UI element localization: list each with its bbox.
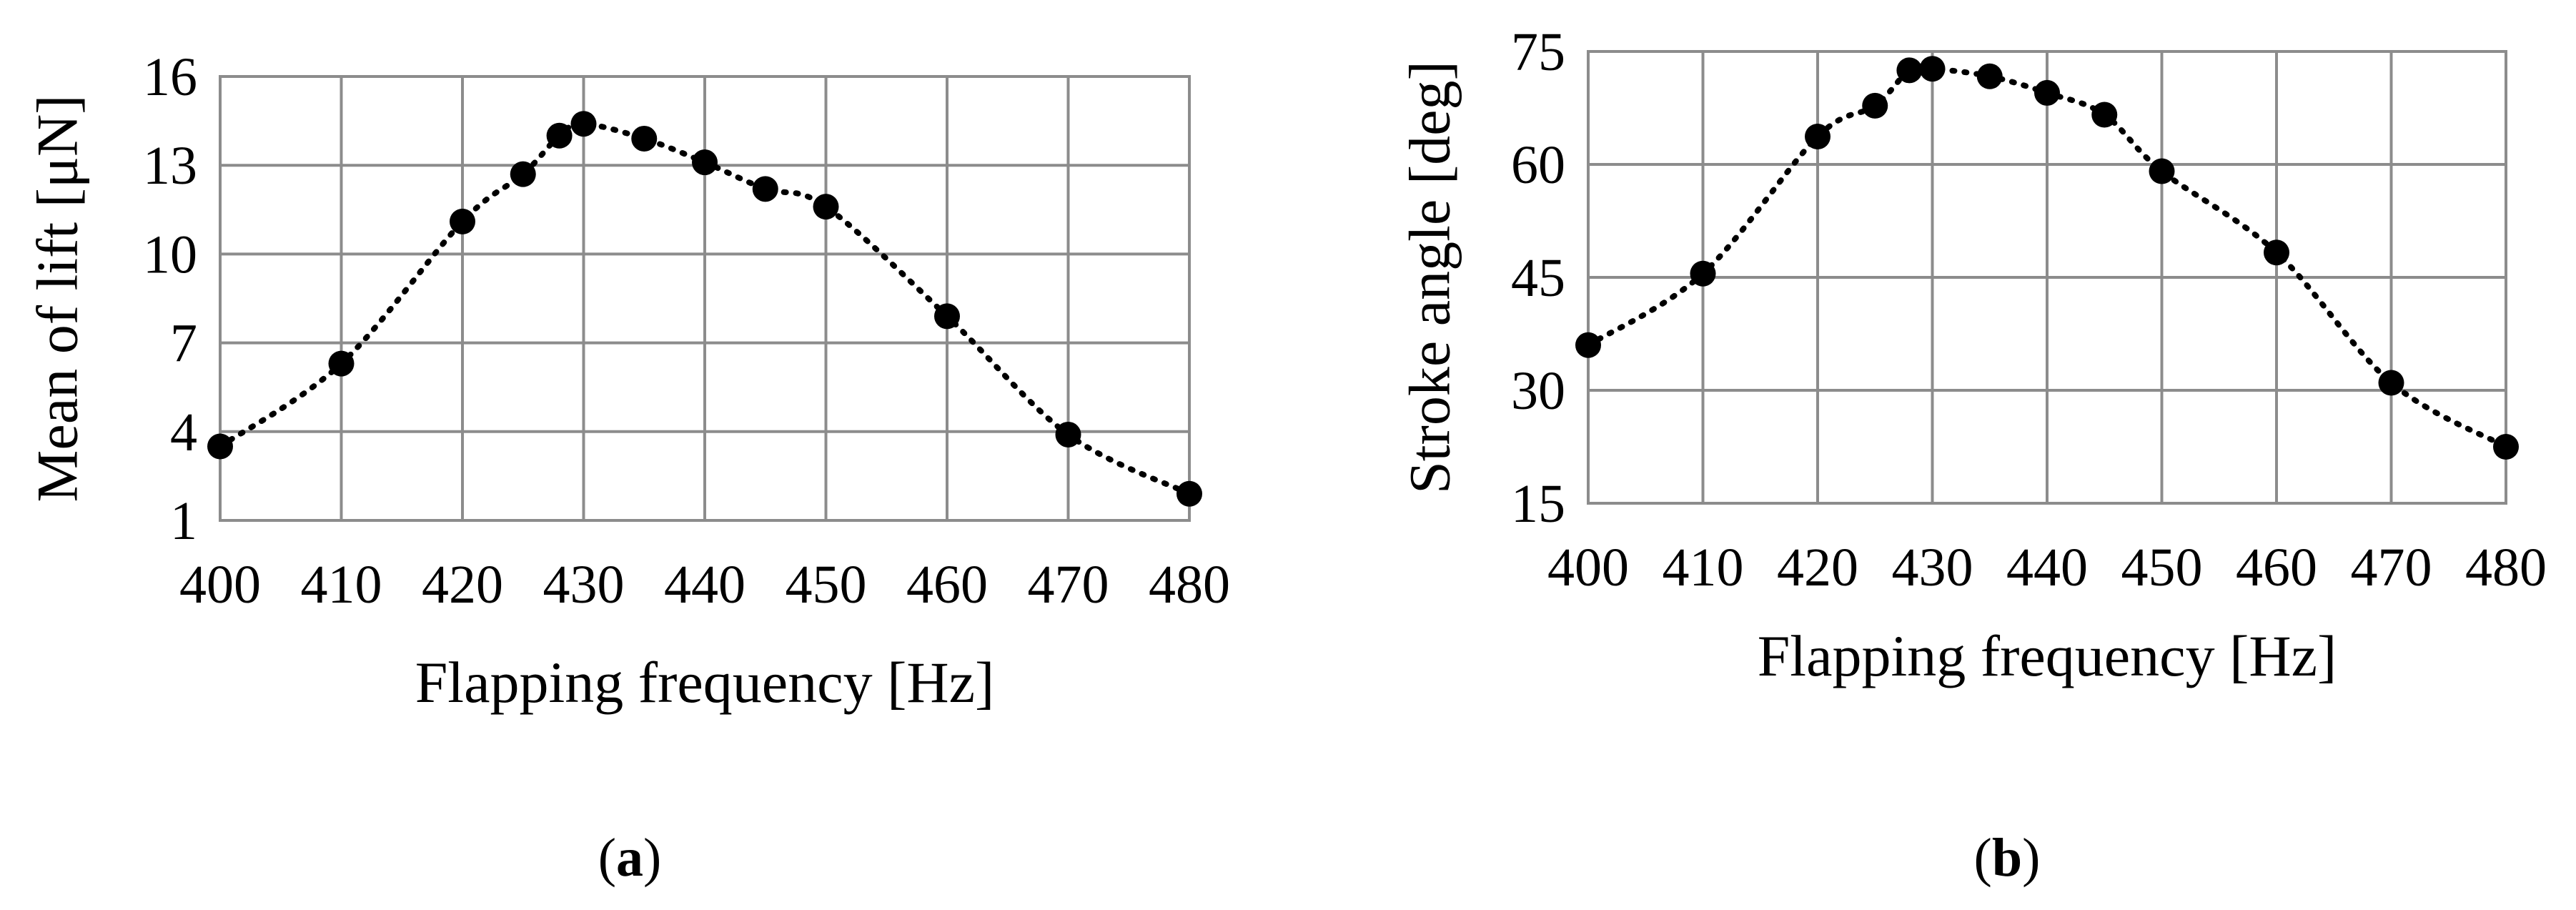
chart-b-data-point-2 bbox=[1805, 124, 1831, 150]
chart-b-data-point-0 bbox=[1575, 332, 1601, 358]
chart-a-x-tick-label: 480 bbox=[1149, 555, 1230, 615]
chart-b-y-tick-label: 75 bbox=[1511, 22, 1565, 82]
chart-a-data-point-6 bbox=[631, 125, 658, 152]
chart-b-data-point-1 bbox=[1690, 260, 1716, 287]
chart-a-data-point-8 bbox=[752, 176, 778, 202]
chart-b-data-point-10 bbox=[2264, 239, 2289, 266]
chart-a-data-point-10 bbox=[934, 303, 960, 330]
chart-a-x-tick-label: 460 bbox=[906, 555, 988, 615]
chart-a-x-tick-label: 450 bbox=[786, 555, 867, 615]
chart-a-plot-area bbox=[219, 75, 1191, 522]
chart-a-data-point-3 bbox=[510, 161, 536, 187]
chart-b-data-point-3 bbox=[1862, 92, 1888, 119]
chart-a-y-tick-label: 16 bbox=[143, 47, 197, 107]
chart-a-data-point-1 bbox=[328, 350, 355, 377]
chart-a-x-tick-label: 430 bbox=[543, 555, 625, 615]
chart-b-data-point-11 bbox=[2378, 370, 2404, 396]
chart-b-data-point-6 bbox=[1976, 63, 2003, 89]
chart-a-data-point-11 bbox=[1055, 421, 1081, 447]
chart-a-x-tick-label: 440 bbox=[664, 555, 745, 615]
chart-b-y-tick-label: 30 bbox=[1511, 361, 1565, 421]
chart-b-plot-area bbox=[1587, 50, 2507, 505]
chart-b-x-tick-label: 470 bbox=[2351, 538, 2432, 598]
chart-b-x-tick-label: 480 bbox=[2465, 538, 2547, 598]
chart-a-data-point-2 bbox=[450, 208, 475, 234]
chart-b-x-axis-title: Flapping frequency [Hz] bbox=[1758, 623, 2337, 688]
chart-b-data-point-8 bbox=[2091, 102, 2118, 128]
chart-a-y-axis-title: Mean of lift [μN] bbox=[25, 95, 90, 503]
chart-b-data-point-12 bbox=[2493, 434, 2519, 460]
chart-a: 400 410 420 430 440 450 460 470 480 1 4 7 10 13 16 Flap… bbox=[25, 47, 1231, 888]
chart-b-x-tick-label: 460 bbox=[2236, 538, 2317, 598]
chart-b-caption-letter: b bbox=[1992, 828, 2022, 888]
chart-b-x-tick-label: 410 bbox=[1663, 538, 1744, 598]
chart-b-x-tick-label: 430 bbox=[1892, 538, 1973, 598]
chart-b-data-point-4 bbox=[1896, 57, 1923, 84]
chart-a-caption: (a) bbox=[598, 828, 662, 888]
chart-a-data-point-4 bbox=[546, 122, 573, 149]
chart-a-x-tick-label: 410 bbox=[301, 555, 382, 615]
chart-a-series-line bbox=[217, 121, 1192, 497]
chart-a-y-tick-label: 7 bbox=[170, 314, 197, 374]
chart-b-x-tick-label: 440 bbox=[2006, 538, 2088, 598]
chart-a-x-tick-label: 400 bbox=[179, 555, 261, 615]
chart-b-series-line bbox=[1585, 64, 2509, 450]
chart-b-data-point-5 bbox=[1919, 56, 1946, 82]
chart-a-y-tick-label: 13 bbox=[143, 136, 197, 196]
chart-b-data-point-7 bbox=[2034, 79, 2060, 106]
chart-a-x-tick-label: 420 bbox=[422, 555, 503, 615]
chart-a-y-tick-label: 1 bbox=[170, 491, 197, 551]
chart-a-caption-letter: a bbox=[616, 828, 643, 888]
chart-b: 400 410 420 430 440 450 460 470 480 15 30 45 60 75 Fla… bbox=[1397, 22, 2547, 888]
chart-a-x-axis-title: Flapping frequency [Hz] bbox=[415, 650, 995, 715]
chart-a-y-tick-label: 4 bbox=[170, 402, 197, 463]
chart-a-x-tick-label: 470 bbox=[1028, 555, 1109, 615]
chart-b-x-tick-label: 420 bbox=[1777, 538, 1858, 598]
chart-a-data-point-0 bbox=[207, 433, 233, 460]
chart-b-y-tick-label: 45 bbox=[1511, 248, 1565, 308]
chart-a-data-point-5 bbox=[570, 111, 597, 137]
chart-b-data-point-9 bbox=[2149, 158, 2175, 184]
chart-a-data-point-9 bbox=[813, 194, 839, 220]
chart-a-data-point-7 bbox=[692, 149, 718, 176]
chart-b-x-tick-label: 450 bbox=[2121, 538, 2203, 598]
chart-b-y-tick-label: 60 bbox=[1511, 135, 1565, 195]
chart-a-y-tick-label: 10 bbox=[143, 224, 197, 285]
chart-b-caption: (b) bbox=[1974, 828, 2041, 888]
chart-b-y-axis-title: Stroke angle [deg] bbox=[1397, 61, 1462, 494]
chart-a-data-point-12 bbox=[1176, 480, 1202, 507]
chart-b-x-tick-label: 400 bbox=[1547, 538, 1629, 598]
chart-b-y-tick-label: 15 bbox=[1511, 474, 1565, 534]
